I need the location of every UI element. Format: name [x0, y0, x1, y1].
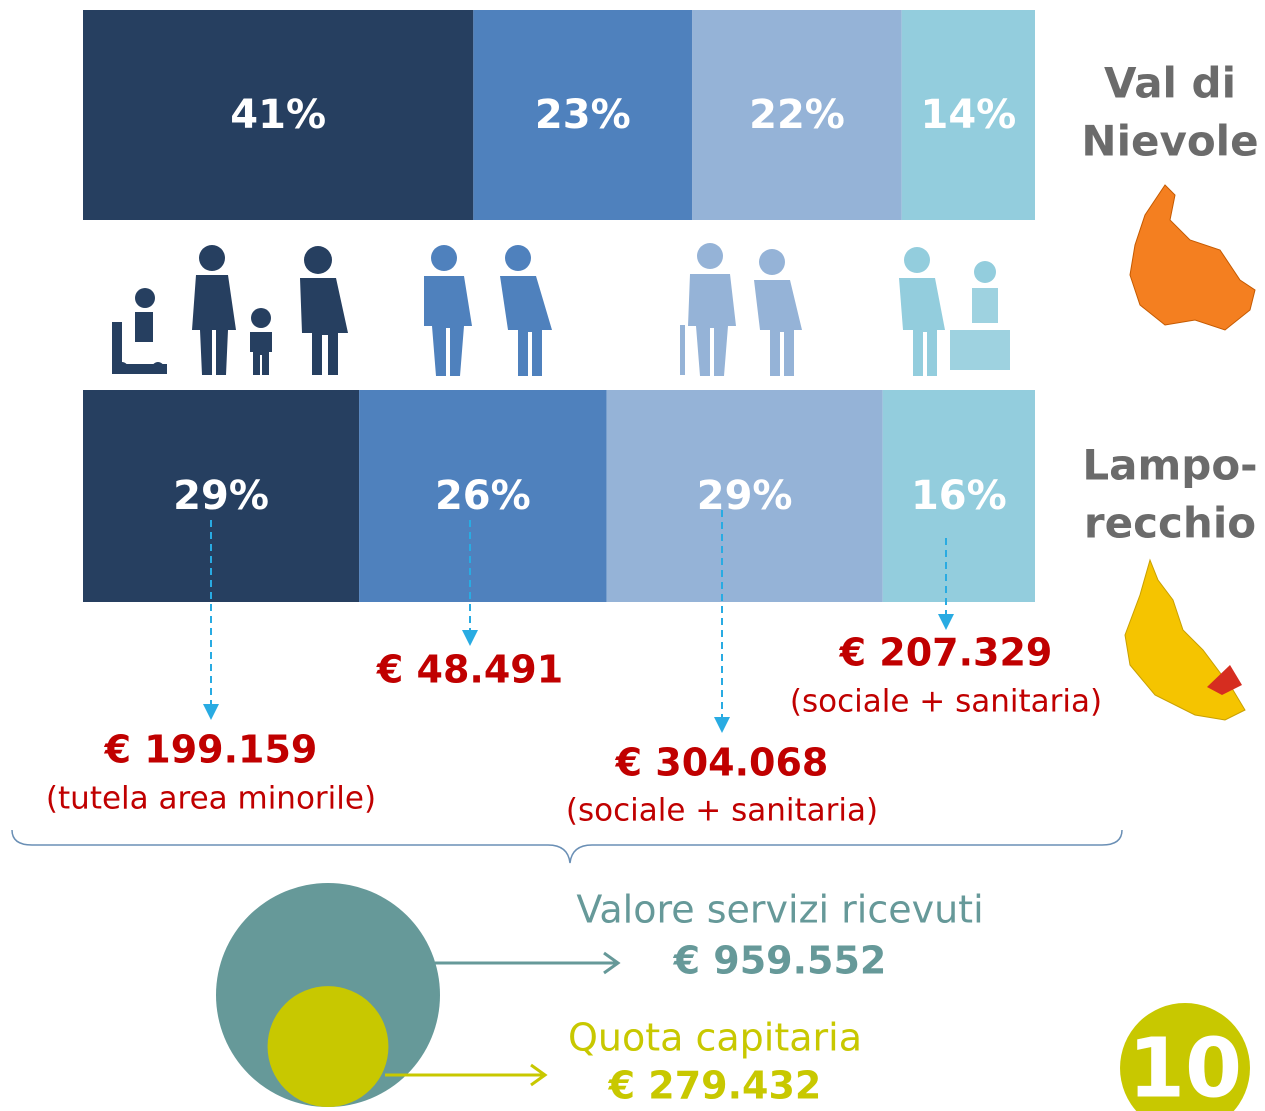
row-title: recchio	[1084, 499, 1256, 548]
bubble	[267, 986, 389, 1107]
bar-segment	[606, 390, 883, 602]
arrow-head	[603, 951, 621, 975]
value-label: 22%	[749, 92, 845, 138]
bar-segment	[882, 390, 1035, 602]
bar-segment	[692, 10, 902, 220]
value-label: 29%	[697, 473, 793, 519]
bubble-label: Valore servizi ricevuti	[576, 888, 983, 932]
bubble-value: € 279.432	[608, 1064, 822, 1108]
brace	[11, 829, 1123, 864]
value-label: 26%	[435, 473, 531, 519]
value-label: 29%	[173, 473, 269, 519]
row-title: Nievole	[1081, 117, 1258, 166]
amount: € 48.491	[376, 648, 563, 692]
bubble-value: € 959.552	[673, 939, 887, 983]
page-badge	[1120, 1003, 1250, 1111]
value-label: 23%	[535, 92, 631, 138]
amount: € 207.329	[839, 631, 1053, 675]
bar-segment	[901, 10, 1035, 220]
icons	[112, 243, 1010, 376]
row-title: Lampo-	[1082, 441, 1257, 490]
value-label: 41%	[230, 92, 326, 138]
bar-segment	[473, 10, 693, 220]
map-lamporecchio	[1124, 558, 1246, 721]
bubble-label: Quota capitaria	[568, 1016, 862, 1060]
amount: € 304.068	[615, 741, 829, 785]
row-title: Val di	[1104, 59, 1236, 108]
value-label: 14%	[920, 92, 1016, 138]
map-highlight	[1207, 665, 1242, 695]
value-label: 16%	[911, 473, 1007, 519]
bar-segment	[83, 390, 360, 602]
bar-segment	[83, 10, 474, 220]
bar-segment	[359, 390, 607, 602]
map-val-di-nievole	[1129, 184, 1256, 331]
page-number: 10	[1128, 1021, 1242, 1111]
amount-note: (sociale + sanitaria)	[566, 793, 878, 829]
amount-note: (sociale + sanitaria)	[790, 684, 1102, 720]
arrow-head	[530, 1063, 548, 1087]
amount: € 199.159	[104, 728, 318, 772]
amount-note: (tutela area minorile)	[46, 781, 376, 817]
